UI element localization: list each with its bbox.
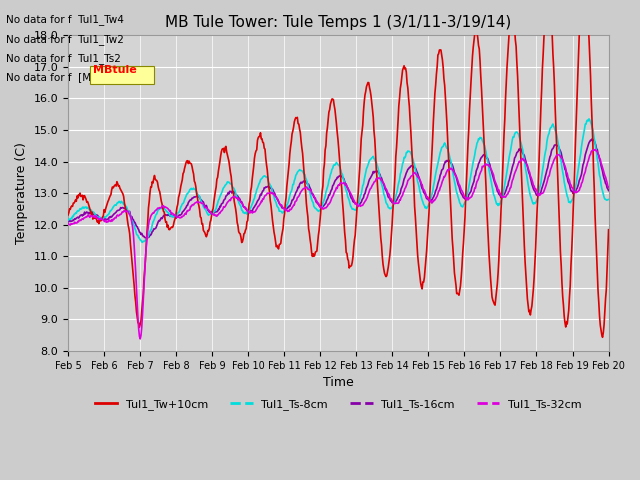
Text: No data for f  Tul1_Tw2: No data for f Tul1_Tw2 bbox=[6, 34, 124, 45]
Text: No data for f  Tul1_Tw4: No data for f Tul1_Tw4 bbox=[6, 14, 124, 25]
Text: MBtule: MBtule bbox=[93, 65, 136, 75]
Title: MB Tule Tower: Tule Temps 1 (3/1/11-3/19/14): MB Tule Tower: Tule Temps 1 (3/1/11-3/19… bbox=[165, 15, 511, 30]
Y-axis label: Temperature (C): Temperature (C) bbox=[15, 142, 28, 244]
Legend: Tul1_Tw+10cm, Tul1_Ts-8cm, Tul1_Ts-16cm, Tul1_Ts-32cm: Tul1_Tw+10cm, Tul1_Ts-8cm, Tul1_Ts-16cm,… bbox=[90, 395, 586, 415]
Text: No data for f  Tul1_Ts2: No data for f Tul1_Ts2 bbox=[6, 53, 121, 64]
X-axis label: Time: Time bbox=[323, 376, 354, 389]
Text: No data for f  [MBtule: No data for f [MBtule bbox=[6, 72, 119, 82]
